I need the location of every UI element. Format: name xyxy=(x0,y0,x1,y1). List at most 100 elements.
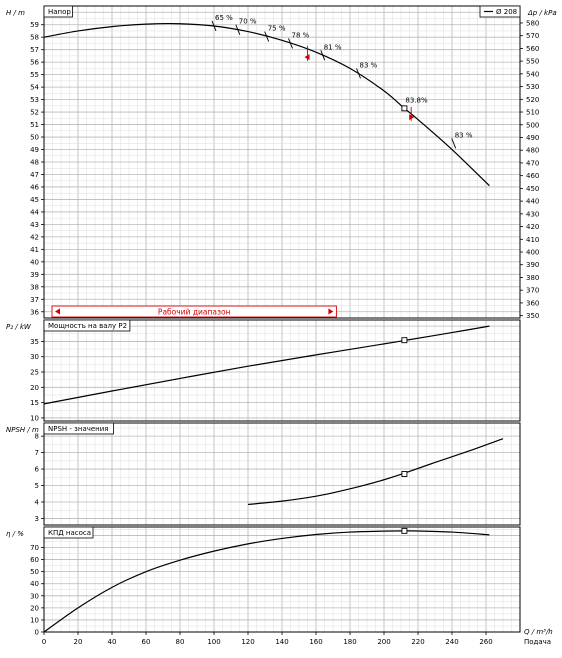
panel-title: NPSH - значения xyxy=(48,425,109,433)
y-tick-label: 25 xyxy=(30,369,39,377)
series-line-power xyxy=(43,325,490,405)
right-tick-label: 580 xyxy=(526,19,539,27)
efficiency-tick xyxy=(211,20,217,32)
right-tick-label: 500 xyxy=(526,121,539,129)
efficiency-label: 65 % xyxy=(215,14,233,22)
panel-title-box xyxy=(43,422,114,435)
right-tick-label: 530 xyxy=(526,83,539,91)
y-tick-label: 0 xyxy=(35,629,39,637)
y-axis-label: NPSH / m xyxy=(6,426,39,434)
range-marker-left xyxy=(304,54,310,61)
efficiency-label: 83 % xyxy=(455,131,473,139)
right-tick-label: 570 xyxy=(526,32,539,40)
efficiency-tick xyxy=(451,138,457,149)
x-tick-label: 220 xyxy=(411,638,424,646)
efficiency-tick xyxy=(356,68,361,79)
efficiency-label: 75 % xyxy=(268,25,286,33)
x-tick-label: 60 xyxy=(142,638,151,646)
x-tick-label: 140 xyxy=(275,638,288,646)
y-tick-label: 35 xyxy=(30,338,39,346)
y-tick-label: 51 xyxy=(30,121,39,129)
operating-range-arrow-right xyxy=(328,308,334,315)
panel-frame xyxy=(43,319,521,422)
y-tick-label: 70 xyxy=(30,544,39,552)
right-tick-label: 360 xyxy=(526,299,539,307)
panel-power xyxy=(41,319,521,422)
series-line-head xyxy=(43,22,490,187)
panel-npsh xyxy=(41,422,521,526)
y-axis-label: η / % xyxy=(6,530,24,538)
y-tick-label: 44 xyxy=(30,208,39,216)
right-tick-label: 350 xyxy=(526,312,539,320)
y-tick-label: 45 xyxy=(30,196,39,204)
panel-head xyxy=(41,5,523,319)
y-axis-label: H / m xyxy=(6,9,25,17)
right-tick-label: 410 xyxy=(526,236,539,244)
operating-range-label: Рабочий диапазон xyxy=(158,308,231,317)
y-tick-label: 40 xyxy=(30,258,39,266)
x-tick-label: 160 xyxy=(309,638,322,646)
efficiency-tick xyxy=(264,31,270,42)
right-tick-label: 490 xyxy=(526,134,539,142)
y-tick-label: 20 xyxy=(30,604,39,612)
right-tick-label: 380 xyxy=(526,274,539,282)
efficiency-label: 78 % xyxy=(292,31,310,39)
efficiency-tick xyxy=(288,38,293,49)
y-tick-label: 3 xyxy=(35,515,39,523)
efficiency-tick xyxy=(235,24,241,35)
right-tick-label: 560 xyxy=(526,45,539,53)
y-tick-label: 20 xyxy=(30,384,39,392)
right-tick-label: 430 xyxy=(526,210,539,218)
right-tick-label: 480 xyxy=(526,147,539,155)
y-tick-label: 54 xyxy=(30,84,39,92)
y-tick-label: 47 xyxy=(30,171,39,179)
y-tick-label: 42 xyxy=(30,233,39,241)
series-line-efficiency xyxy=(43,530,490,633)
x-tick-label: 200 xyxy=(377,638,390,646)
panel-frame xyxy=(43,422,521,526)
panel-title-box xyxy=(43,526,94,539)
efficiency-tick xyxy=(320,50,326,61)
right-tick-label: 440 xyxy=(526,198,539,206)
y-tick-label: 5 xyxy=(35,482,39,490)
range-marker-right xyxy=(409,114,415,121)
x-axis-footer-label: Подача xyxy=(524,638,551,646)
legend-box xyxy=(479,5,521,18)
right-tick-label: 400 xyxy=(526,249,539,257)
y-tick-label: 58 xyxy=(30,34,39,42)
y-tick-label: 52 xyxy=(30,109,39,117)
y-tick-label: 30 xyxy=(30,353,39,361)
y-tick-label: 30 xyxy=(30,592,39,600)
right-tick-label: 390 xyxy=(526,261,539,269)
y-tick-label: 6 xyxy=(35,466,40,474)
y-tick-label: 56 xyxy=(30,59,39,67)
right-tick-label: 460 xyxy=(526,172,539,180)
duty-point-marker xyxy=(401,527,408,534)
y-axis-label: P₂ / kW xyxy=(6,323,32,331)
y-tick-label: 60 xyxy=(30,556,39,564)
y-tick-label: 53 xyxy=(30,96,39,104)
operating-range-arrow-left xyxy=(55,308,60,315)
panel-title: КПД насоса xyxy=(48,529,91,537)
panel-title: Мощность на валу P2 xyxy=(48,322,127,330)
y-tick-label: 38 xyxy=(30,283,39,291)
series-line-npsh xyxy=(247,438,504,506)
y-tick-label: 37 xyxy=(30,296,39,304)
x-tick-label: 240 xyxy=(445,638,458,646)
x-tick-label: 80 xyxy=(176,638,185,646)
x-tick-label: 100 xyxy=(207,638,220,646)
y-tick-label: 43 xyxy=(30,221,39,229)
y-tick-label: 59 xyxy=(30,21,39,29)
duty-point-marker xyxy=(401,105,408,112)
y-tick-label: 48 xyxy=(30,159,39,167)
right-tick-label: 550 xyxy=(526,58,539,66)
panel-efficiency xyxy=(41,526,521,633)
x-tick-label: 20 xyxy=(74,638,83,646)
right-tick-label: 510 xyxy=(526,109,539,117)
x-tick-label: 180 xyxy=(343,638,356,646)
legend-label: Ø 208 xyxy=(496,8,517,16)
duty-point-marker xyxy=(401,471,408,477)
x-tick-label: 40 xyxy=(108,638,117,646)
